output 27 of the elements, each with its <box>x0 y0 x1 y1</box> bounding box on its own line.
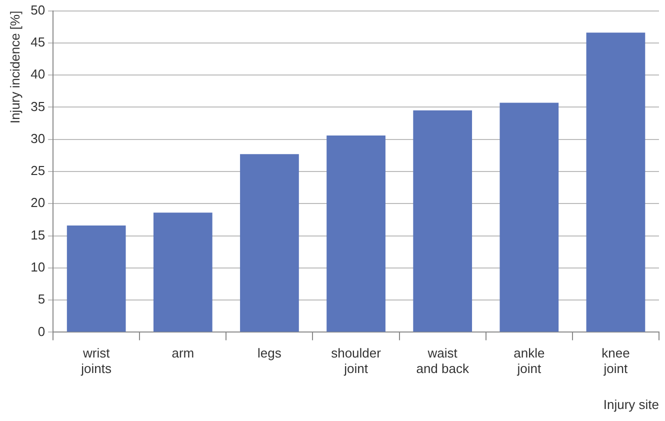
y-tick-label: 10 <box>30 260 46 274</box>
y-tick-label: 5 <box>38 292 46 307</box>
y-tick-label: 25 <box>30 163 46 178</box>
bar <box>66 225 126 332</box>
y-axis-title: Injury incidence [%] <box>7 10 22 124</box>
x-axis-title: Injury site <box>603 396 659 412</box>
bar <box>413 110 472 332</box>
x-tick-label: wrist joints <box>80 346 112 376</box>
y-tick-label: 45 <box>30 34 46 50</box>
y-tick-label: 0 <box>38 324 46 339</box>
bar <box>586 32 646 332</box>
y-tick-label: 50 <box>30 2 46 18</box>
bar <box>500 102 559 332</box>
bar <box>240 154 299 332</box>
y-tick-label: 35 <box>30 98 46 114</box>
y-tick-label: 20 <box>30 195 46 210</box>
x-tick-label: ankle joint <box>514 346 545 376</box>
y-tick-label: 15 <box>30 227 46 242</box>
x-tick-label: shoulder joint <box>331 346 382 376</box>
bar <box>326 136 386 332</box>
x-tick-label: knee joint <box>602 346 630 376</box>
bar <box>153 212 212 332</box>
x-tick-label: legs <box>258 346 282 361</box>
x-tick-label: arm <box>172 346 194 361</box>
x-tick-label: waist and back <box>416 346 470 376</box>
y-tick-label: 40 <box>30 66 46 82</box>
y-tick-label: 30 <box>30 130 46 146</box>
